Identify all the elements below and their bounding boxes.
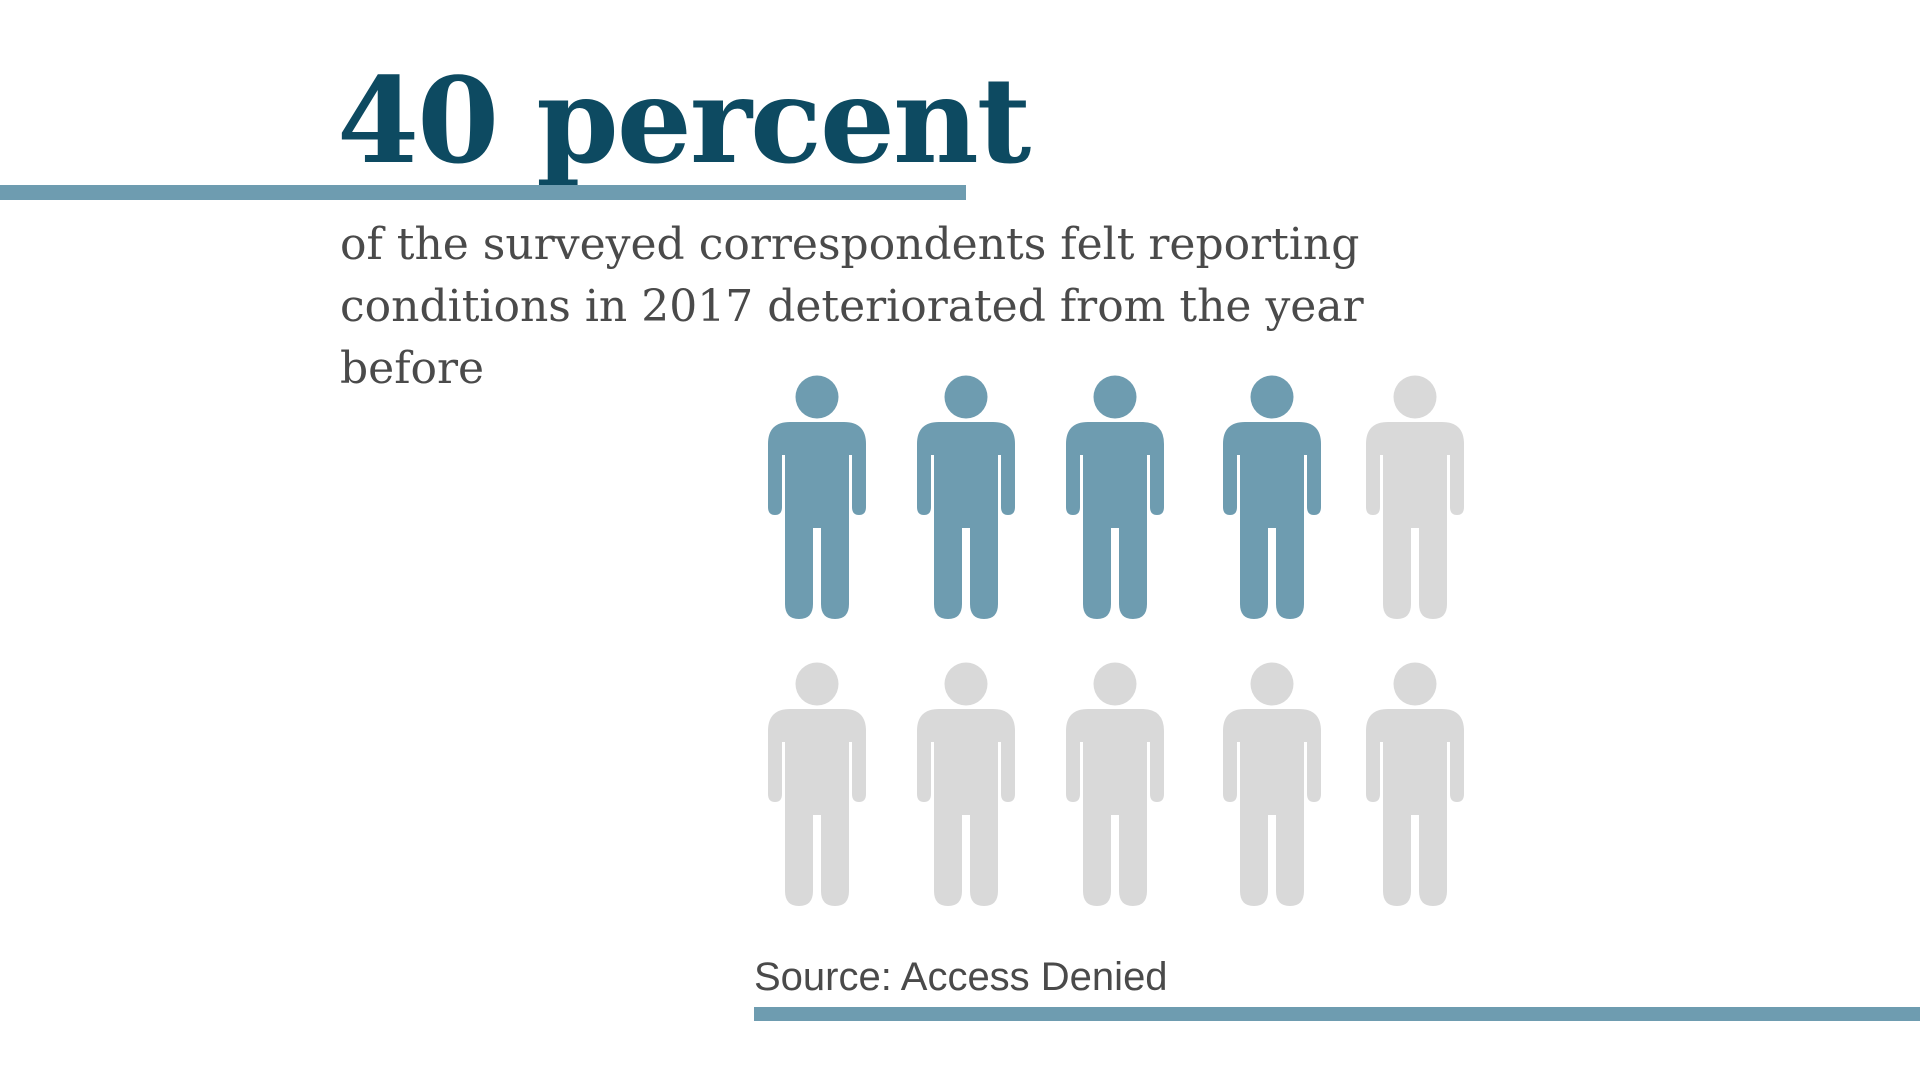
person-head <box>1393 375 1437 419</box>
headline-stat: 40 percent <box>337 51 1031 190</box>
person-head <box>1250 662 1294 706</box>
person-body <box>1066 422 1164 619</box>
person-icon-inactive <box>1223 662 1321 906</box>
person-head <box>795 662 839 706</box>
source-note: Source: Access Denied <box>754 955 1168 999</box>
subtitle-description: of the surveyed correspondents felt repo… <box>340 219 1364 394</box>
person-icon-inactive <box>1066 662 1164 906</box>
person-body <box>1223 709 1321 906</box>
person-head <box>1393 662 1437 706</box>
person-icon-inactive <box>1366 375 1464 619</box>
person-body <box>1366 422 1464 619</box>
person-body <box>917 422 1015 619</box>
person-head <box>1093 662 1137 706</box>
person-icon-inactive <box>1366 662 1464 906</box>
person-icon-highlighted <box>768 375 866 619</box>
headline-underline <box>0 185 966 200</box>
person-head <box>1093 375 1137 419</box>
person-head <box>1250 375 1294 419</box>
person-body <box>768 422 866 619</box>
person-icon-highlighted <box>917 375 1015 619</box>
source-underline <box>754 1007 1920 1021</box>
person-icon-highlighted <box>1066 375 1164 619</box>
person-icon-inactive <box>917 662 1015 906</box>
person-body <box>1223 422 1321 619</box>
person-icon-highlighted <box>1223 375 1321 619</box>
person-body <box>917 709 1015 906</box>
person-icon-inactive <box>768 662 866 906</box>
person-head <box>944 662 988 706</box>
person-body <box>768 709 866 906</box>
person-body <box>1366 709 1464 906</box>
person-head <box>795 375 839 419</box>
person-body <box>1066 709 1164 906</box>
person-head <box>944 375 988 419</box>
